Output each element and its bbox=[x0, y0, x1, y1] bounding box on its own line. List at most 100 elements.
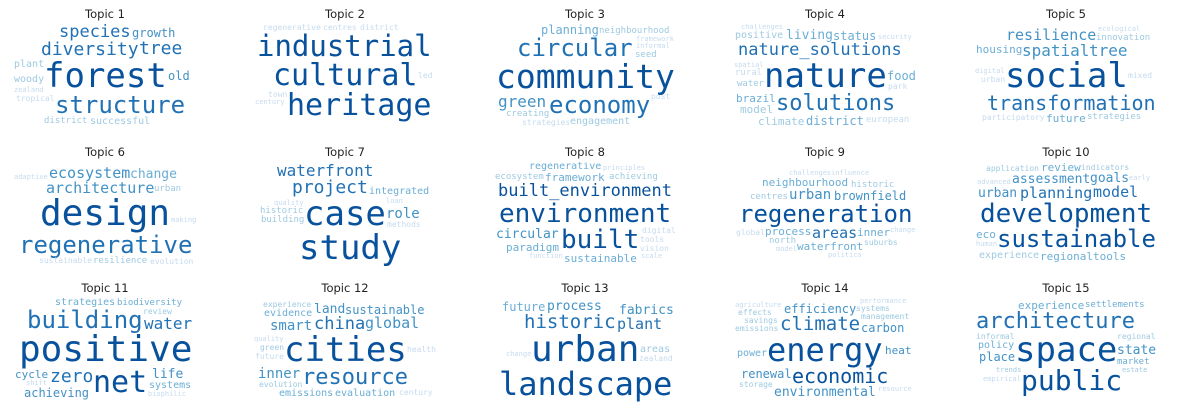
cloud-word: evidence bbox=[264, 308, 313, 319]
cloud-word: future bbox=[255, 352, 284, 361]
cloud-word: strategies bbox=[55, 298, 116, 308]
cloud-word: spatial bbox=[1022, 41, 1090, 60]
cloud-word: process bbox=[547, 299, 602, 314]
cloud-word: ecological bbox=[1098, 25, 1141, 33]
topic-panel: Topic 13 urban landscape historic plant proce… bbox=[487, 274, 683, 408]
cloud-word: environment bbox=[499, 199, 672, 229]
cloud-word: woody bbox=[14, 74, 45, 85]
cloud-word: review bbox=[143, 307, 172, 316]
cloud-word: park bbox=[888, 82, 908, 91]
cloud-word: resource bbox=[878, 385, 912, 393]
cloud-word: indicators bbox=[1081, 163, 1130, 172]
cloud-word: project bbox=[292, 177, 368, 198]
topic-panel: Topic 2 cultural heritage industrial centres… bbox=[247, 0, 443, 134]
cloud-word: renewal bbox=[741, 367, 792, 381]
cloud-word: making bbox=[171, 216, 196, 224]
topic-panel: Topic 15 space public architecture state plac… bbox=[968, 274, 1164, 408]
topic-title: Topic 11 bbox=[81, 281, 129, 295]
cloud-word: areas bbox=[640, 344, 671, 355]
cloud-word: future bbox=[502, 300, 546, 314]
cloud-word: loan bbox=[386, 197, 403, 205]
cloud-word: model bbox=[776, 245, 798, 253]
topic-panel: Topic 3 community circular economy green plan… bbox=[487, 0, 683, 134]
cloud-word: engagement bbox=[570, 116, 631, 127]
cloud-word: architecture bbox=[976, 309, 1135, 334]
cloud-word: inner bbox=[258, 366, 301, 382]
cloud-word: building bbox=[261, 215, 305, 225]
cloud-word: public bbox=[1021, 364, 1123, 397]
cloud-word: human bbox=[976, 240, 998, 248]
cloud-word: challenges bbox=[741, 24, 784, 31]
cloud-word: climate bbox=[758, 115, 805, 128]
cloud-word: land bbox=[314, 302, 346, 317]
cloud-word: circular bbox=[517, 34, 633, 62]
cloud-word: resilience bbox=[1006, 26, 1097, 44]
cloud-word: eco bbox=[976, 228, 996, 241]
cloud-word: efficiency bbox=[784, 302, 857, 316]
cloud-word: fabrics bbox=[619, 303, 674, 318]
topic-title: Topic 6 bbox=[85, 145, 125, 159]
cloud-word: challenges bbox=[789, 169, 832, 177]
cloud-word: health bbox=[407, 345, 436, 354]
topic-title: Topic 10 bbox=[1042, 145, 1090, 159]
cloud-word: heritage bbox=[287, 88, 432, 123]
cloud-word: early bbox=[1129, 174, 1151, 182]
word-cloud: design regenerative architecture ecosystem c… bbox=[14, 162, 196, 266]
cloud-word: politics bbox=[828, 251, 862, 259]
cloud-word: species bbox=[59, 24, 131, 42]
cloud-word: management bbox=[861, 312, 910, 321]
cloud-word: space bbox=[1015, 330, 1118, 370]
topic-panel: Topic 11 positive net building zero water life… bbox=[7, 274, 203, 408]
cloud-word: built_environment bbox=[498, 181, 672, 201]
cloud-word: mixed bbox=[1128, 71, 1153, 80]
cloud-word: settlements bbox=[1085, 300, 1145, 310]
cloud-word: housing bbox=[976, 43, 1023, 56]
cloud-word: future bbox=[1046, 112, 1086, 125]
cloud-word: rural bbox=[735, 68, 763, 78]
word-cloud: forest structure diversity tree species growt… bbox=[14, 24, 196, 128]
cloud-word: model bbox=[1093, 183, 1139, 201]
cloud-word: industrial bbox=[257, 29, 432, 63]
topic-title: Topic 1 bbox=[85, 7, 125, 21]
cloud-word: emissions bbox=[279, 388, 334, 399]
word-cloud: cultural heritage industrial centres town led… bbox=[254, 24, 436, 128]
topic-panel: Topic 8 environment built built_environment… bbox=[487, 138, 683, 272]
cloud-word: solutions bbox=[776, 91, 896, 116]
cloud-word: change bbox=[130, 167, 177, 182]
cloud-word: methods bbox=[387, 220, 421, 229]
cloud-word: achieving bbox=[24, 386, 90, 400]
cloud-word: zealand bbox=[14, 86, 44, 94]
cloud-word: participatory bbox=[982, 113, 1045, 122]
topic-panel: Topic 9 regeneration areas urban brownfield p… bbox=[727, 138, 923, 272]
cloud-word: smart bbox=[270, 318, 313, 334]
cloud-word: innovation bbox=[1096, 33, 1151, 43]
cloud-word: resilience bbox=[93, 256, 148, 266]
cloud-word: experience bbox=[263, 300, 312, 309]
cloud-word: tree bbox=[139, 38, 183, 59]
cloud-word: storage bbox=[739, 380, 773, 389]
cloud-word: policy bbox=[978, 340, 1015, 351]
cloud-word: european bbox=[866, 115, 910, 125]
cloud-word: creating bbox=[506, 109, 550, 119]
cloud-word: trends bbox=[996, 366, 1022, 374]
cloud-word: water bbox=[144, 314, 193, 333]
cloud-word: regenerative bbox=[19, 231, 193, 259]
cloud-word: forest bbox=[44, 56, 167, 96]
cloud-word: transformation bbox=[987, 91, 1156, 115]
cloud-word: sustainable bbox=[39, 256, 92, 265]
cloud-word: built bbox=[561, 225, 640, 255]
topic-title: Topic 5 bbox=[1046, 7, 1086, 21]
cloud-word: place bbox=[979, 350, 1016, 364]
topic-title: Topic 14 bbox=[801, 281, 849, 295]
cloud-word: zero bbox=[50, 366, 94, 387]
cloud-word: evolution bbox=[150, 257, 194, 266]
cloud-word: zealand bbox=[639, 354, 673, 363]
cloud-word: case bbox=[304, 194, 386, 234]
cloud-word: brazil bbox=[736, 92, 776, 105]
cloud-word: process bbox=[765, 225, 812, 238]
cloud-word: tools bbox=[1093, 250, 1127, 263]
cloud-word: evaluation bbox=[335, 388, 396, 399]
cloud-word: china bbox=[314, 314, 366, 334]
cloud-word: sustainable bbox=[997, 225, 1156, 253]
